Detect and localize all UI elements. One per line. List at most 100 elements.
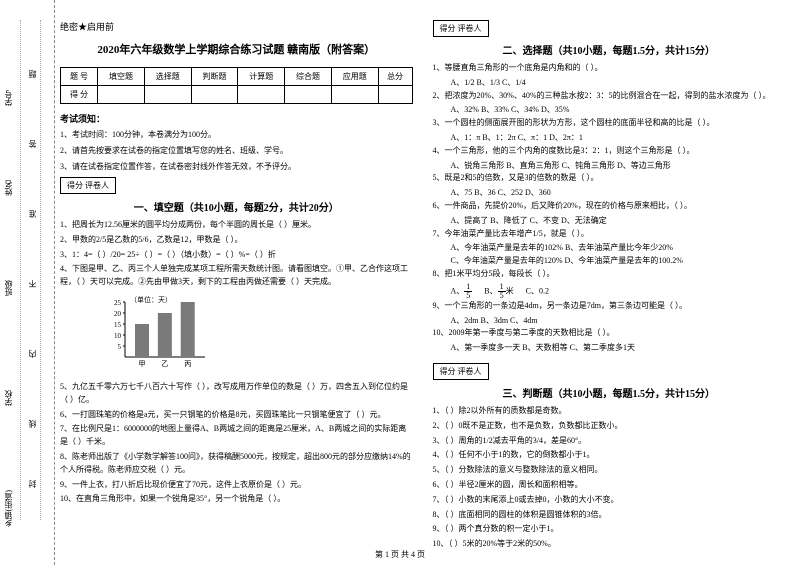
bind-marker-6: 答 xyxy=(27,140,38,148)
q1-3: 3、1：4=（ ）/20= 25÷（ ）=（ ）（填小数）=（ ）%=（ ）折 xyxy=(60,249,413,262)
q2-5-opts: A、75 B、36 C、252 D、360 xyxy=(433,187,786,200)
q3-1: 1、（ ）除2以外所有的质数都是奇数。 xyxy=(433,405,786,418)
dotted-line-1 xyxy=(20,20,21,520)
score-table: 题 号 填空题 选择题 判断题 计算题 综合题 应用题 总分 得 分 xyxy=(60,67,413,104)
q2-7: 7、今年油菜产量比去年增产1/5，就是（ ）。 xyxy=(433,228,786,241)
bind-label-3: 班级 xyxy=(3,280,14,296)
bind-marker-7: 题 xyxy=(27,70,38,78)
opt-c: C、0.2 xyxy=(526,286,549,295)
svg-text:乙: 乙 xyxy=(161,360,168,368)
th-choice: 选择题 xyxy=(144,68,191,86)
score-cell[interactable] xyxy=(98,86,145,104)
table-row: 题 号 填空题 选择题 判断题 计算题 综合题 应用题 总分 xyxy=(61,68,413,86)
table-row: 得 分 xyxy=(61,86,413,104)
score-cell[interactable] xyxy=(331,86,378,104)
bind-label-4: 姓名 xyxy=(3,180,14,196)
q2-6: 6、一件商品，先提价20%，后又降价20%，现在的价格与原来相比，（ ）。 xyxy=(433,200,786,213)
q3-8: 8、（ ）底面相同的圆柱的体积是圆锥体积的3倍。 xyxy=(433,509,786,522)
bind-marker-5: 准 xyxy=(27,210,38,218)
q2-3: 3、一个圆柱的侧面展开图的形状为方形，这个圆柱的底面半径和高的比是（ ）。 xyxy=(433,117,786,130)
exam-title: 2020年六年级数学上学期综合练习试题 赣南版（附答案） xyxy=(60,41,413,57)
th-calc: 计算题 xyxy=(238,68,285,86)
q1-9: 9、一件上衣，打八折后比现价便宜了70元，这件上衣原价是（ ）元。 xyxy=(60,479,413,492)
q2-9-opts: A、2dm B、3dm C、4dm xyxy=(433,315,786,328)
q2-7-opts2: C、今年油菜产量是去年的120% D、今年油菜产量是去年的100.2% xyxy=(433,255,786,268)
q3-6: 6、（ ）半径2厘米的圆，周长和面积相等。 xyxy=(433,479,786,492)
bind-marker-4: 不 xyxy=(27,280,38,288)
bind-marker-2: 线 xyxy=(27,420,38,428)
q2-5: 5、既是2和5的倍数，又是3的倍数的数是（ ）。 xyxy=(433,172,786,185)
page-footer: 第 1 页 共 4 页 xyxy=(0,549,800,560)
bind-label-2: 学校 xyxy=(3,390,14,406)
opt-b2: 米 xyxy=(506,286,514,295)
section3-title: 三、判断题（共10小题，每题1.5分，共计15分） xyxy=(433,385,786,400)
left-column: 绝密★启用前 2020年六年级数学上学期综合练习试题 赣南版（附答案） 题 号 … xyxy=(60,20,413,530)
q1-10: 10、在直角三角形中，如果一个锐角是35°，另一个锐角是（ ）。 xyxy=(60,493,413,506)
scorer-box-3: 得分 评卷人 xyxy=(433,363,489,380)
bind-label-5: 学号 xyxy=(3,90,14,106)
q2-8: 8、把1米平均分5段，每段长（ ）。 xyxy=(433,268,786,281)
th-judge: 判断题 xyxy=(191,68,238,86)
notice-2: 2、请首先按要求在试卷的指定位置填写您的姓名、班级、学号。 xyxy=(60,145,413,157)
q2-8-opts: A、15 B、15米 C、0.2 xyxy=(433,283,786,300)
q2-7-opts: A、今年油菜产量是去年的102% B、去年油菜产量比今年少20% xyxy=(433,242,786,255)
q1-8: 8、陈老师出版了《小学数学解答100问》，获得稿酬5000元，按规定，超出800… xyxy=(60,451,413,477)
section1-title: 一、填空题（共10小题，每题2分，共计20分） xyxy=(60,199,413,214)
score-cell[interactable] xyxy=(378,86,412,104)
q1-4: 4、下图是甲、乙、丙三个人单独完成某项工程所需天数统计图。请看图填空。①甲、乙合… xyxy=(60,263,413,289)
scorer-box-2: 得分 评卷人 xyxy=(433,20,489,37)
opt-a: A、 xyxy=(451,286,465,295)
bind-label-1: 乡镇(街道) xyxy=(3,490,14,527)
svg-text:15: 15 xyxy=(114,321,122,329)
q1-2: 2、甲数的2/5是乙数的5/6，乙数是12，甲数是（ ）。 xyxy=(60,234,413,247)
svg-text:20: 20 xyxy=(114,310,122,318)
notice-header: 考试须知： xyxy=(60,112,413,125)
score-cell[interactable] xyxy=(191,86,238,104)
svg-text:丙: 丙 xyxy=(184,360,191,368)
th-app: 应用题 xyxy=(331,68,378,86)
q1-1: 1、把周长为12.56厘米的圆平均分成两份，每个半圆的周长是（ ）厘米。 xyxy=(60,219,413,232)
svg-text:5: 5 xyxy=(118,343,122,351)
q2-6-opts: A、提高了 B、降低了 C、不变 D、无法确定 xyxy=(433,215,786,228)
svg-text:25: 25 xyxy=(114,299,122,307)
right-column: 得分 评卷人 二、选择题（共10小题，每题1.5分，共计15分） 1、等腰直角三… xyxy=(433,20,786,530)
q2-4: 4、一个三角形，他的三个内角的度数比是3：2：1，则这个三角形是（ ）。 xyxy=(433,145,786,158)
bar-chart: 510152025（单位：天）甲乙丙 xyxy=(100,294,413,376)
q1-7: 7、在比例尺是1：6000000的地图上量得A、B两城之间的距离是25厘米，A、… xyxy=(60,423,413,449)
svg-text:（单位：天）: （单位：天） xyxy=(130,295,172,304)
frac-1-5: 15 xyxy=(464,283,472,300)
q3-5: 5、（ ）分数除法的意义与整数除法的意义相同。 xyxy=(433,464,786,477)
q2-2-opts: A、32% B、33% C、34% D、35% xyxy=(433,104,786,117)
score-cell[interactable] xyxy=(144,86,191,104)
binding-margin: 乡镇(街道) 学校 班级 姓名 学号 封 线 内 不 准 答 题 xyxy=(0,0,55,565)
q2-1-opts: A、1/2 B、1/3 C、1/4 xyxy=(433,77,786,90)
q2-2: 2、把浓度为20%、30%、40%的三种盐水按2：3：5的比例混合在一起，得到的… xyxy=(433,90,786,103)
th-fill: 填空题 xyxy=(98,68,145,86)
page-content: 绝密★启用前 2020年六年级数学上学期综合练习试题 赣南版（附答案） 题 号 … xyxy=(0,0,800,540)
q2-3-opts: A、1：π B、1：2π C、π：1 D、2π：1 xyxy=(433,132,786,145)
q1-6: 6、一打圆珠笔的价格是a元，买一只钢笔的价格是8元，买圆珠笔比一只钢笔便宜了（ … xyxy=(60,409,413,422)
q3-7: 7、（ ）小数的末尾添上0或去掉0，小数的大小不变。 xyxy=(433,494,786,507)
dotted-line-2 xyxy=(40,20,41,520)
opt-b: B、 xyxy=(484,286,497,295)
frac-1-5b: 15 xyxy=(498,283,506,300)
bind-marker-1: 封 xyxy=(27,480,38,488)
notice-1: 1、考试时间：100分钟，本卷满分为100分。 xyxy=(60,129,413,141)
q3-9: 9、（ ）两个真分数的积一定小于1。 xyxy=(433,523,786,536)
q3-2: 2、（ ）0既不是正数，也不是负数，负数都比正数小。 xyxy=(433,420,786,433)
q3-3: 3、（ ）周角的1/2减去平角的3/4，差是60°。 xyxy=(433,435,786,448)
notice-3: 3、请在试卷指定位置作答，在试卷密封线外作答无效，不予评分。 xyxy=(60,161,413,173)
score-cell[interactable] xyxy=(238,86,285,104)
th-comp: 综合题 xyxy=(285,68,332,86)
th-total: 总分 xyxy=(378,68,412,86)
svg-text:甲: 甲 xyxy=(139,360,146,368)
q1-5: 5、九亿五千零六万七千八百六十写作（ ），改写成用万作单位的数是（ ）万，四舍五… xyxy=(60,381,413,407)
secret-label: 绝密★启用前 xyxy=(60,20,413,33)
score-cell[interactable] xyxy=(285,86,332,104)
q2-9: 9、一个三角形的一条边是4dm，另一条边是7dm，第三条边可能是（ ）。 xyxy=(433,300,786,313)
q2-10: 10、2009年第一季度与第二季度的天数相比是（ ）。 xyxy=(433,327,786,340)
scorer-box: 得分 评卷人 xyxy=(60,177,116,194)
q3-4: 4、（ ）任何不小于1的数，它的倒数都小于1。 xyxy=(433,449,786,462)
q2-1: 1、等腰直角三角形的一个底角是内角和的（ ）。 xyxy=(433,62,786,75)
td-score: 得 分 xyxy=(61,86,98,104)
